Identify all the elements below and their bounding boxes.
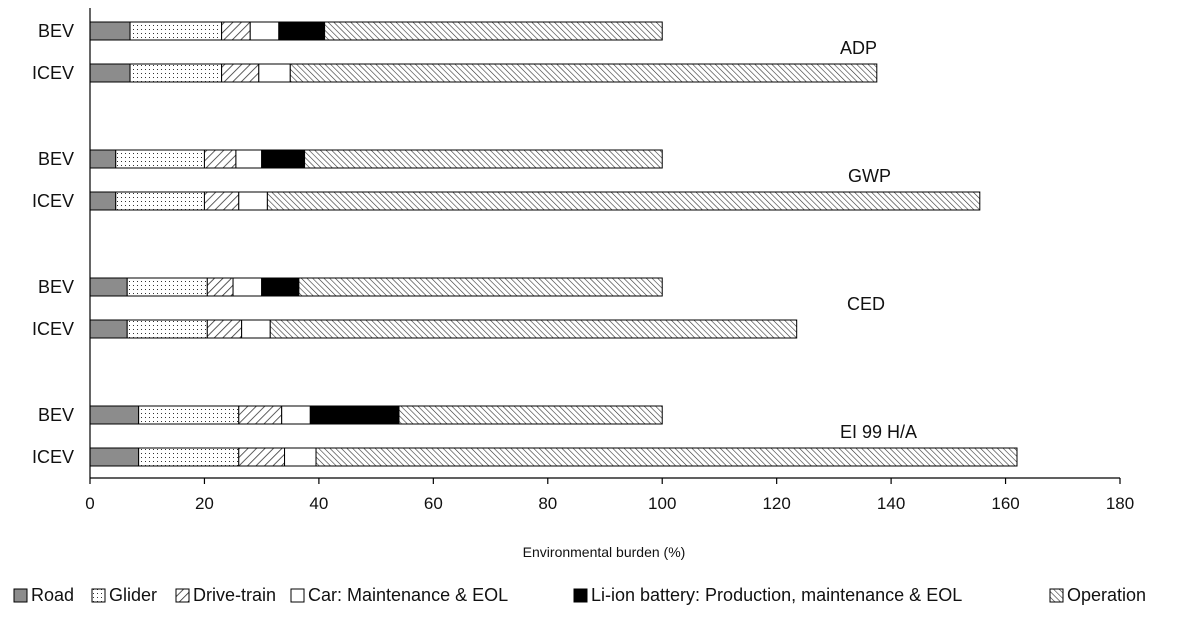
category-label-bev-adp: BEV bbox=[38, 21, 74, 41]
bar-segment-gwp-icev-road bbox=[89, 191, 117, 211]
x-tick-label-0: 0 bbox=[85, 494, 94, 513]
bar-segment-gwp-bev-glider bbox=[115, 149, 205, 169]
bar-segment-gwp-bev-car-maintenance-eol bbox=[235, 149, 263, 169]
x-tick-label-120: 120 bbox=[762, 494, 790, 513]
x-tick-label-80: 80 bbox=[538, 494, 557, 513]
bar-segment-ced-icev-glider bbox=[126, 319, 208, 339]
bar-segment-gwp-bev-road bbox=[89, 149, 117, 169]
bar-segment-ei-99-h-a-icev-operation bbox=[315, 447, 1018, 467]
bar-segment-gwp-bev-drive-train bbox=[203, 149, 237, 169]
bar-segment-ei-99-h-a-icev-car-maintenance-eol bbox=[284, 447, 317, 467]
bar-segment-ced-bev-drive-train bbox=[206, 277, 234, 297]
bar-segment-adp-icev-road bbox=[89, 63, 131, 83]
bar-segment-gwp-icev-drive-train bbox=[203, 191, 240, 211]
group-label-ei-99-h-a: EI 99 H/A bbox=[840, 422, 917, 442]
legend-label-drive-train: Drive-train bbox=[193, 585, 276, 605]
bar-segment-gwp-bev-li-ion-battery-production-maintenance-eol bbox=[261, 149, 306, 169]
bar-segment-gwp-icev-car-maintenance-eol bbox=[238, 191, 268, 211]
legend-swatch-li-ion-battery-production-maintenance-eol bbox=[573, 588, 588, 603]
legend-item-li-ion-battery-production-maintenance-eol: Li-ion battery: Production, maintenance … bbox=[573, 585, 962, 605]
legend-swatch-operation bbox=[1049, 588, 1064, 603]
bar-segment-adp-bev-car-maintenance-eol bbox=[249, 21, 280, 41]
bar-segment-ei-99-h-a-icev-drive-train bbox=[238, 447, 286, 467]
bar-segment-ced-icev-drive-train bbox=[206, 319, 243, 339]
bar-segment-ced-icev-operation bbox=[269, 319, 798, 339]
group-label-adp: ADP bbox=[840, 38, 877, 58]
bar-segment-ei-99-h-a-bev-glider bbox=[138, 405, 240, 425]
bar-segment-ced-bev-operation bbox=[298, 277, 663, 297]
legend-label-glider: Glider bbox=[109, 585, 157, 605]
legend-label-car-maintenance-eol: Car: Maintenance & EOL bbox=[308, 585, 508, 605]
bar-group-adp: BEV ICEV ADP bbox=[32, 21, 878, 83]
category-label-bev-ced: BEV bbox=[38, 277, 74, 297]
legend-item-drive-train: Drive-train bbox=[175, 585, 276, 605]
bar-group-gwp: BEV ICEV GWP bbox=[32, 149, 981, 211]
category-label-icev-adp: ICEV bbox=[32, 63, 74, 83]
bar-segment-gwp-bev-operation bbox=[304, 149, 663, 169]
bar-segment-ei-99-h-a-bev-li-ion-battery-production-maintenance-eol bbox=[309, 405, 400, 425]
bar-segment-adp-bev-operation bbox=[324, 21, 663, 41]
category-label-bev-ei-99-h-a: BEV bbox=[38, 405, 74, 425]
bar-segment-ei-99-h-a-icev-glider bbox=[138, 447, 240, 467]
category-label-icev-gwp: ICEV bbox=[32, 191, 74, 211]
bar-segment-ced-icev-car-maintenance-eol bbox=[241, 319, 271, 339]
legend-label-li-ion-battery-production-maintenance-eol: Li-ion battery: Production, maintenance … bbox=[591, 585, 962, 605]
legend-label-road: Road bbox=[31, 585, 74, 605]
bar-segment-adp-bev-li-ion-battery-production-maintenance-eol bbox=[278, 21, 326, 41]
x-tick-label-20: 20 bbox=[195, 494, 214, 513]
legend-swatch-car-maintenance-eol bbox=[290, 588, 305, 603]
bar-segment-adp-bev-glider bbox=[129, 21, 223, 41]
bar-segment-gwp-icev-glider bbox=[115, 191, 205, 211]
bar-segment-ced-bev-car-maintenance-eol bbox=[232, 277, 263, 297]
group-label-ced: CED bbox=[847, 294, 885, 314]
bar-segment-ced-bev-li-ion-battery-production-maintenance-eol bbox=[261, 277, 300, 297]
category-label-icev-ced: ICEV bbox=[32, 319, 74, 339]
category-label-bev-gwp: BEV bbox=[38, 149, 74, 169]
plot-area: BEV ICEV ADP BEV ICEV GWP BEV ICEV CED BEV ICEV EI … bbox=[32, 21, 1018, 467]
bar-segment-ei-99-h-a-bev-operation bbox=[398, 405, 663, 425]
x-tick-label-40: 40 bbox=[309, 494, 328, 513]
bar-segment-adp-icev-glider bbox=[129, 63, 223, 83]
bar-segment-ei-99-h-a-bev-car-maintenance-eol bbox=[281, 405, 311, 425]
bar-segment-ced-bev-road bbox=[89, 277, 128, 297]
bar-group-ced: BEV ICEV CED bbox=[32, 277, 885, 339]
x-axis-title: Environmental burden (%) bbox=[523, 544, 686, 560]
x-tick-label-160: 160 bbox=[991, 494, 1019, 513]
legend-item-glider: Glider bbox=[91, 585, 157, 605]
bar-segment-ced-icev-road bbox=[89, 319, 128, 339]
legend: Road Glider Drive-train Car: Maintenance & … bbox=[13, 585, 1146, 605]
bar-segment-gwp-icev-operation bbox=[266, 191, 981, 211]
legend-swatch-drive-train bbox=[175, 588, 190, 603]
x-tick-label-100: 100 bbox=[648, 494, 676, 513]
x-tick-label-60: 60 bbox=[424, 494, 443, 513]
bar-segment-adp-icev-car-maintenance-eol bbox=[258, 63, 291, 83]
group-label-gwp: GWP bbox=[848, 166, 891, 186]
bar-segment-adp-icev-operation bbox=[289, 63, 878, 83]
bar-segment-adp-icev-drive-train bbox=[221, 63, 260, 83]
legend-item-car-maintenance-eol: Car: Maintenance & EOL bbox=[290, 585, 508, 605]
bar-segment-ced-bev-glider bbox=[126, 277, 208, 297]
legend-label-operation: Operation bbox=[1067, 585, 1146, 605]
bar-segment-ei-99-h-a-bev-drive-train bbox=[238, 405, 283, 425]
legend-item-operation: Operation bbox=[1049, 585, 1146, 605]
legend-swatch-glider bbox=[91, 588, 106, 603]
x-axis: 0 20 40 60 80 100 120 140 160 180 bbox=[85, 8, 1134, 513]
bar-segment-adp-bev-drive-train bbox=[221, 21, 251, 41]
x-tick-label-180: 180 bbox=[1106, 494, 1134, 513]
bar-segment-ei-99-h-a-bev-road bbox=[89, 405, 140, 425]
legend-swatch-road bbox=[13, 588, 28, 603]
bar-group-ei-99-h-a: BEV ICEV EI 99 H/A bbox=[32, 405, 1018, 467]
x-tick-label-140: 140 bbox=[877, 494, 905, 513]
legend-item-road: Road bbox=[13, 585, 74, 605]
bar-segment-adp-bev-road bbox=[89, 21, 131, 41]
category-label-icev-ei-99-h-a: ICEV bbox=[32, 447, 74, 467]
bar-segment-ei-99-h-a-icev-road bbox=[89, 447, 140, 467]
